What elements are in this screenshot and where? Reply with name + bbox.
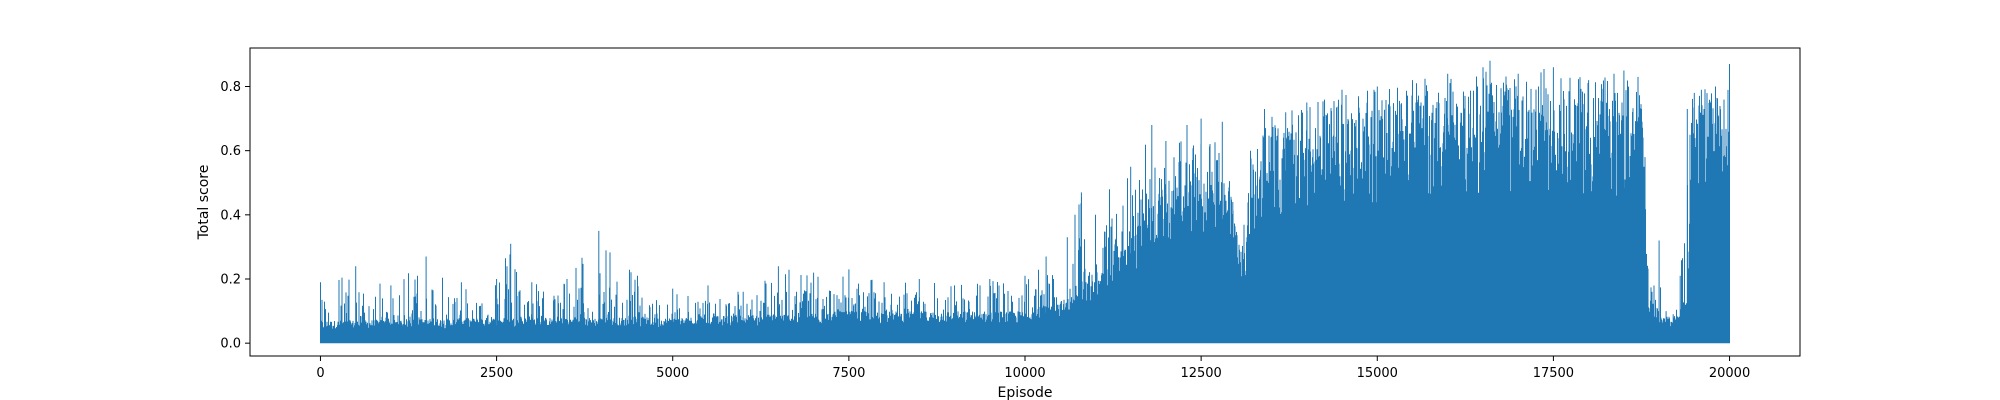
- y-tick-label: 0.8: [220, 80, 241, 95]
- y-axis: 0.0 0.2 0.4 0.6 0.8: [220, 80, 250, 352]
- x-tick-label: 2500: [480, 366, 513, 381]
- y-axis-label: Total score: [196, 165, 212, 241]
- y-tick-label: 0.0: [220, 337, 241, 352]
- x-tick-label: 10000: [1004, 366, 1045, 381]
- x-axis-label: Episode: [998, 385, 1053, 400]
- x-tick-label: 12500: [1180, 366, 1221, 381]
- series-total-score: [320, 60, 1730, 344]
- y-tick-label: 0.2: [220, 273, 241, 288]
- x-tick-label: 20000: [1709, 366, 1750, 381]
- x-tick-label: 5000: [656, 366, 689, 381]
- x-tick-label: 15000: [1357, 366, 1398, 381]
- x-tick-label: 0: [316, 366, 324, 381]
- y-tick-label: 0.6: [220, 144, 241, 159]
- x-axis: 0 2500 5000 7500 10000 12500 15000 17500 20000: [316, 356, 1750, 381]
- series-line: [320, 60, 1730, 344]
- y-tick-label: 0.4: [220, 208, 241, 223]
- x-tick-label: 7500: [832, 366, 865, 381]
- x-tick-label: 17500: [1533, 366, 1574, 381]
